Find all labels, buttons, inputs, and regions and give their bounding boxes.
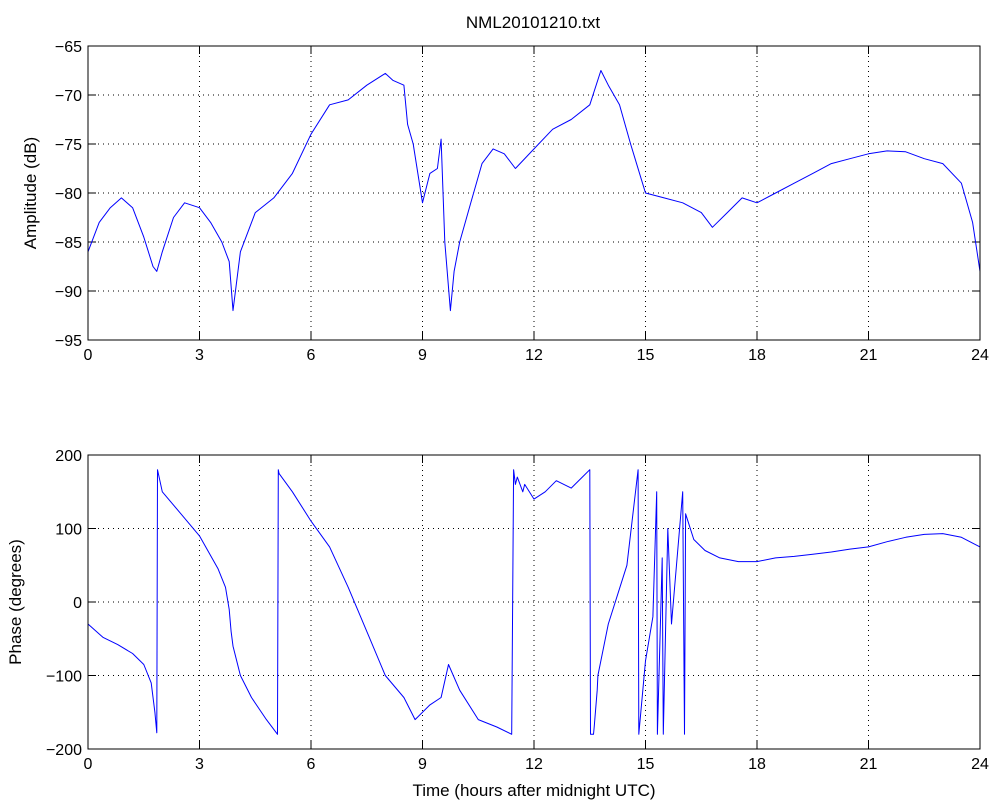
amplitude-y-axis-label: Amplitude (dB) <box>21 137 40 249</box>
phase-x-tick-label: 6 <box>307 756 316 773</box>
phase-x-tick-label: 21 <box>860 756 878 773</box>
amplitude-y-tick-label: −85 <box>55 235 82 252</box>
phase-x-tick-label: 0 <box>84 756 93 773</box>
amplitude-x-tick-label: 21 <box>860 347 878 364</box>
amplitude-x-tick-label: 12 <box>525 347 543 364</box>
amplitude-chart: 0 3 6 9 12 15 18 21 24 −95 −90 −85 −80 −75 −70 −65 Amp… <box>21 39 989 364</box>
amplitude-x-tick-label: 15 <box>637 347 655 364</box>
amplitude-y-tick-label: −95 <box>55 333 82 350</box>
phase-x-axis-label: Time (hours after midnight UTC) <box>412 781 655 800</box>
amplitude-y-tick-labels: −95 −90 −85 −80 −75 −70 −65 <box>55 39 82 350</box>
phase-chart: 0 3 6 9 12 15 18 21 24 −200 −100 0 100 200 Phase (de… <box>6 448 989 800</box>
phase-y-tick-label: 200 <box>55 448 82 465</box>
amplitude-x-tick-labels: 0 3 6 9 12 15 18 21 24 <box>84 347 989 364</box>
amplitude-x-tick-label: 18 <box>748 347 766 364</box>
amplitude-y-tick-label: −75 <box>55 137 82 154</box>
phase-series-line <box>87 469 981 735</box>
phase-y-tick-label: −200 <box>46 742 82 759</box>
amplitude-grid <box>87 45 981 341</box>
phase-x-tick-label: 12 <box>525 756 543 773</box>
amplitude-x-tick-label: 24 <box>971 347 989 364</box>
phase-x-tick-label: 24 <box>971 756 989 773</box>
phase-y-tick-label: −100 <box>46 669 82 686</box>
chart-title: NML20101210.txt <box>466 13 600 32</box>
amplitude-x-tick-label: 3 <box>195 347 204 364</box>
phase-y-tick-label: 0 <box>73 595 82 612</box>
amplitude-series-line <box>87 70 981 312</box>
amplitude-y-tick-label: −65 <box>55 39 82 56</box>
phase-x-tick-label: 15 <box>637 756 655 773</box>
phase-plot-frame <box>87 454 981 750</box>
amplitude-plot-frame <box>87 45 981 341</box>
phase-y-tick-label: 100 <box>55 522 82 539</box>
phase-y-tick-labels: −200 −100 0 100 200 <box>46 448 82 759</box>
phase-x-tick-label: 3 <box>195 756 204 773</box>
amplitude-y-tick-label: −90 <box>55 284 82 301</box>
amplitude-x-tick-label: 6 <box>307 347 316 364</box>
amplitude-x-tick-label: 9 <box>418 347 427 364</box>
phase-x-tick-label: 18 <box>748 756 766 773</box>
amplitude-y-tick-label: −80 <box>55 186 82 203</box>
phase-x-tick-label: 9 <box>418 756 427 773</box>
amplitude-y-tick-label: −70 <box>55 88 82 105</box>
phase-y-axis-label: Phase (degrees) <box>6 539 25 665</box>
phase-x-tick-labels: 0 3 6 9 12 15 18 21 24 <box>84 756 989 773</box>
amplitude-x-tick-label: 0 <box>84 347 93 364</box>
